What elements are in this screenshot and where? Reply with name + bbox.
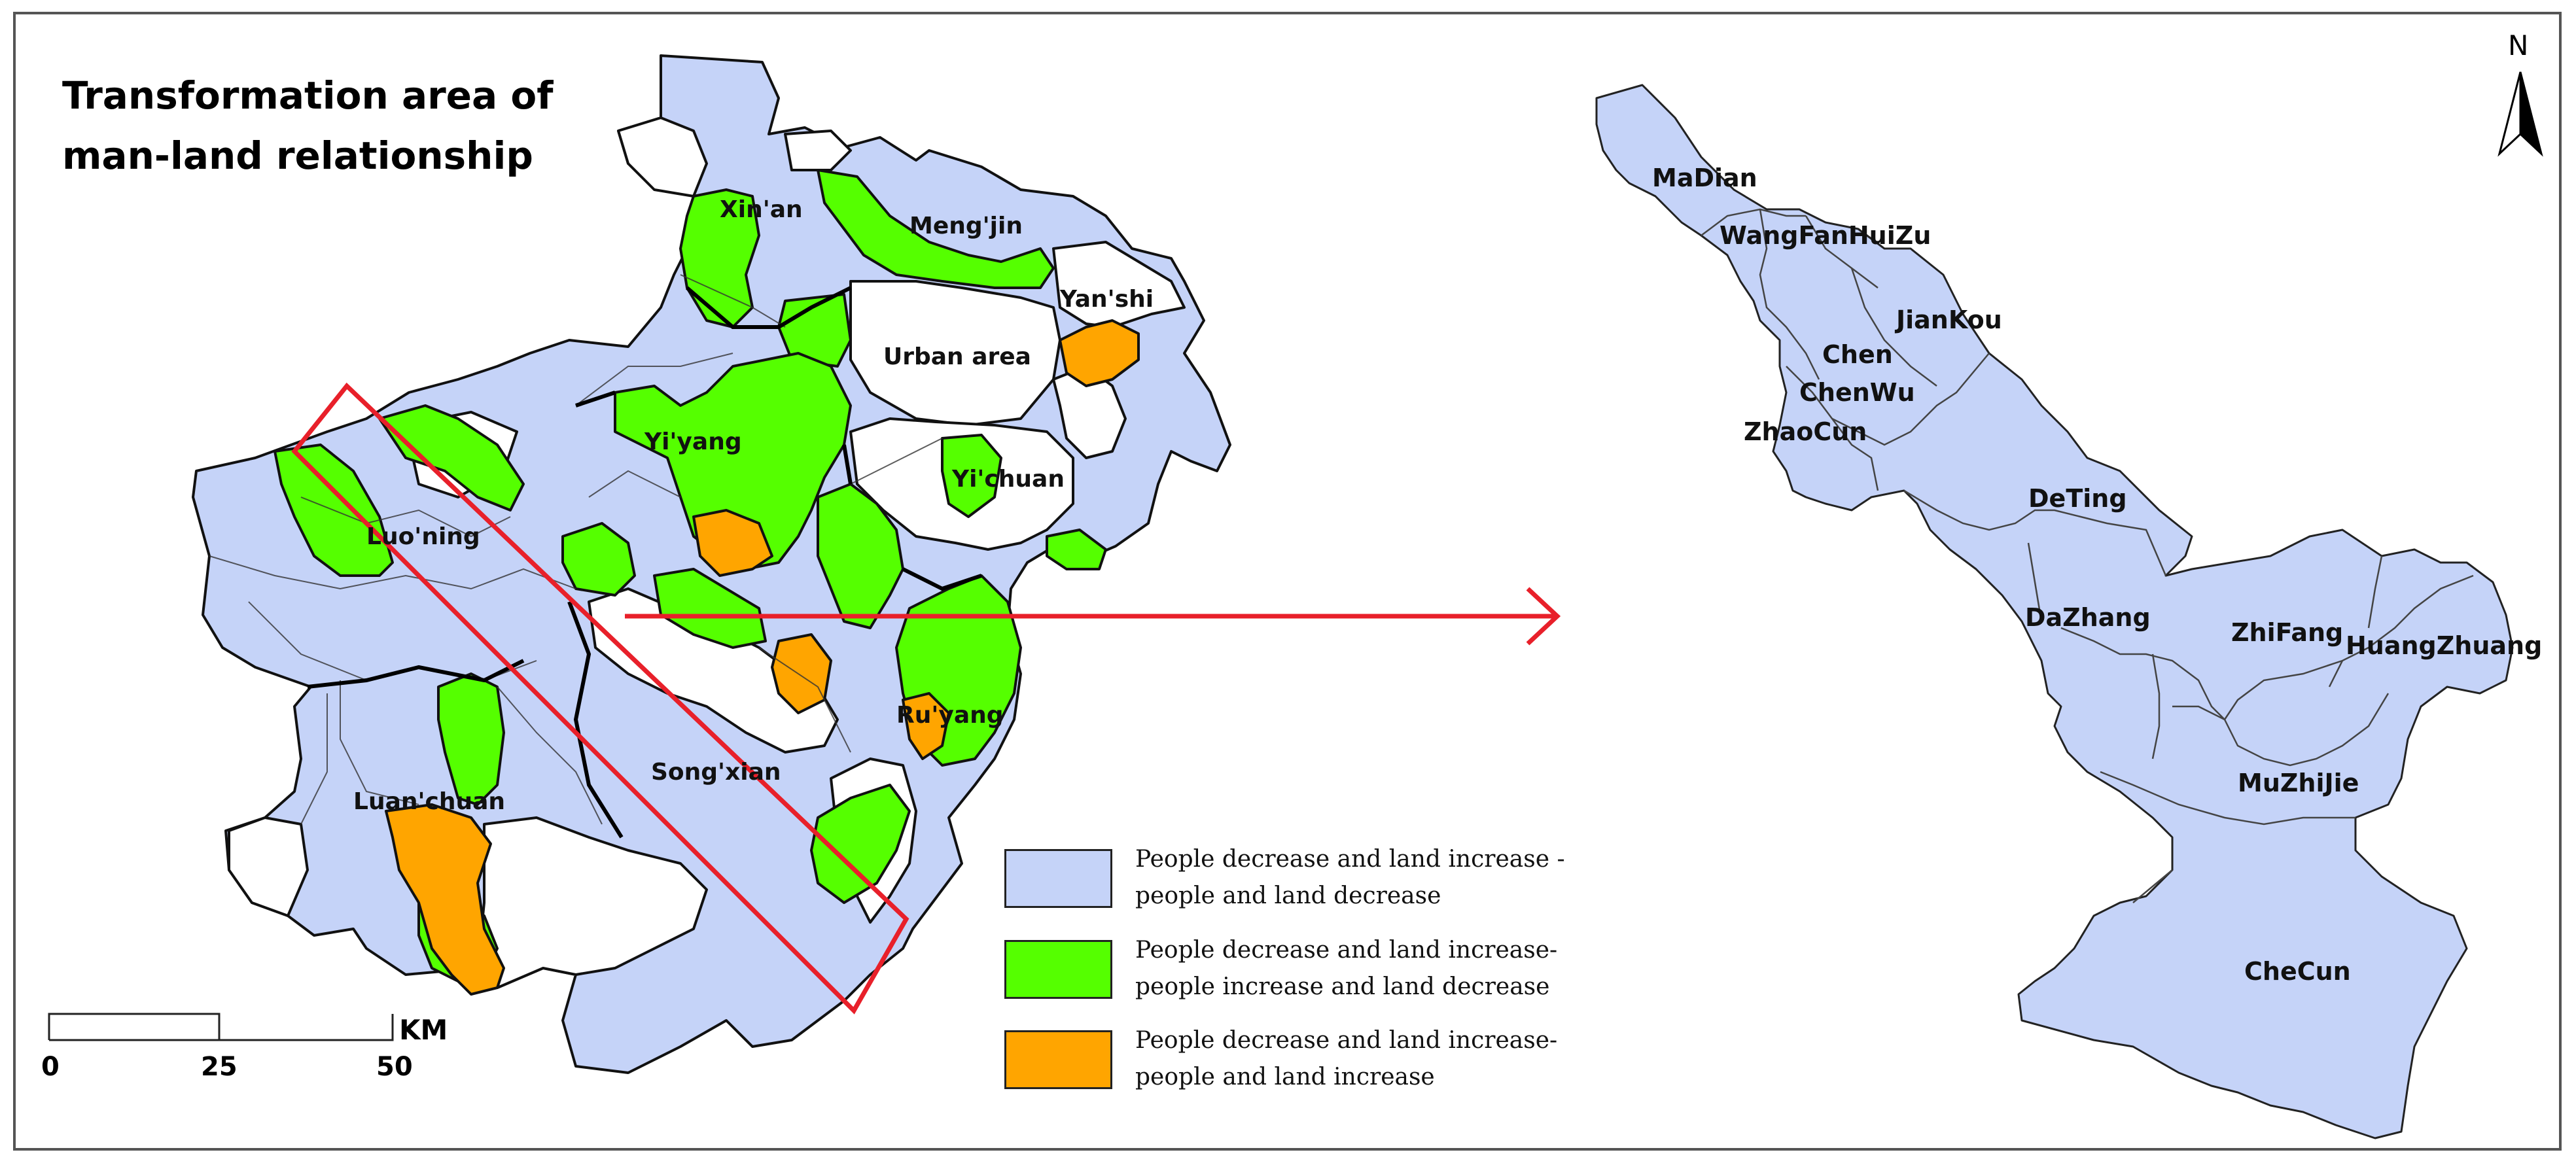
county-boundaries (307, 286, 982, 839)
mengjin-white (784, 130, 852, 171)
arrow-head (1526, 587, 1561, 646)
orange-songxian (771, 633, 832, 714)
label-urban-area: Urban area (883, 343, 1031, 370)
legend-item: People decrease and land increase- peopl… (1004, 937, 1593, 1051)
green-songxian-south (810, 784, 911, 904)
label-ruyang: Ru'yang (896, 702, 1004, 729)
legend-swatch-green (1004, 940, 1112, 999)
label-muzhijie: MuZhiJie (2238, 769, 2359, 797)
label-songxian: Song'xian (651, 759, 781, 786)
scale-bar: 0 25 50 KM (41, 1014, 448, 1082)
map-frame (13, 12, 2562, 1151)
green-yiyang (614, 352, 852, 570)
legend-line1: People decrease and land increase- (1135, 937, 1558, 964)
orange-ruyang (902, 692, 950, 760)
green-yiyang-sw (561, 522, 636, 597)
label-wangfanhuizu: WangFanHuiZu (1720, 221, 1932, 250)
legend-swatch-orange (1004, 1030, 1112, 1089)
scale-label-50: 50 (376, 1052, 413, 1082)
label-checun: CheCun (2244, 957, 2351, 986)
label-dazhang: DaZhang (2025, 603, 2151, 632)
legend-item: People decrease and land increase - peop… (1004, 846, 1593, 960)
north-label: N (2508, 29, 2529, 61)
green-yichuan-east (941, 434, 1002, 518)
label-yanshi: Yan'shi (1060, 286, 1154, 313)
label-yichuan: Yi'chuan (952, 466, 1065, 493)
legend-text: People decrease and land increase- peopl… (1135, 932, 1557, 1005)
green-xinan (679, 188, 760, 328)
scale-label-25: 25 (201, 1052, 238, 1082)
label-chen: Chen (1822, 340, 1893, 369)
legend-text: People decrease and land increase - peop… (1135, 841, 1565, 914)
left-region-map (192, 54, 1231, 1074)
legend-line2: people and land increase (1135, 1064, 1435, 1090)
pointer-arrow (625, 587, 1561, 646)
label-mengjin: Meng'jin (909, 213, 1023, 239)
green-luoning-north (378, 404, 525, 512)
legend-item: People decrease and land increase- peopl… (1004, 1027, 1593, 1141)
label-yiyang: Yi'yang (644, 428, 742, 455)
legend-line1: People decrease and land increase - (1135, 846, 1565, 873)
scale-label-0: 0 (41, 1052, 60, 1082)
orange-luanchuan (385, 803, 505, 996)
label-zhaocun: ZhaoCun (1744, 417, 1867, 446)
label-madian: MaDian (1652, 164, 1757, 192)
map-title-line2: man-land relationship (62, 133, 533, 178)
label-luoning: Luo'ning (366, 523, 480, 550)
highlight-box (291, 382, 909, 1015)
right-base (1595, 84, 2514, 1139)
legend-line2: people and land decrease (1135, 882, 1441, 909)
north-arrow-icon (2497, 71, 2543, 157)
label-jiankou: JianKou (1896, 305, 2002, 334)
label-chenwu: ChenWu (1799, 378, 1915, 407)
green-songxian-north (653, 568, 767, 649)
north-arrow: N (2490, 29, 2555, 160)
scale-unit: KM (399, 1014, 448, 1046)
label-luanchuan: Luan'chuan (353, 788, 506, 815)
legend-line2: people increase and land decrease (1135, 973, 1550, 1000)
label-deting: DeTing (2028, 484, 2127, 513)
highlight-rectangle (291, 382, 909, 1015)
legend-swatch-blue (1004, 849, 1112, 908)
green-mengjin (817, 169, 1055, 289)
map-title: Transformation area of man-land relation… (62, 65, 553, 186)
label-xinan: Xin'an (720, 196, 803, 223)
right-region-map (1595, 84, 2514, 1139)
orange-yanshi (1059, 319, 1140, 387)
orange-yiyang (692, 509, 773, 577)
yanshi-white (1052, 241, 1186, 328)
nw-white (617, 116, 708, 198)
green-yichuan-se (1046, 529, 1107, 570)
sw-white (228, 816, 309, 917)
map-title-line1: Transformation area of (62, 73, 554, 118)
green-yichuan-west (817, 483, 904, 629)
label-huangzhuang: HuangZhuang (2346, 631, 2543, 660)
legend-line1: People decrease and land increase- (1135, 1027, 1558, 1054)
scale-bar-lines (48, 1013, 394, 1041)
legend-text: People decrease and land increase- peopl… (1135, 1022, 1557, 1096)
label-zhifang: ZhiFang (2231, 618, 2344, 647)
right-internal-boundaries (1701, 208, 2474, 903)
